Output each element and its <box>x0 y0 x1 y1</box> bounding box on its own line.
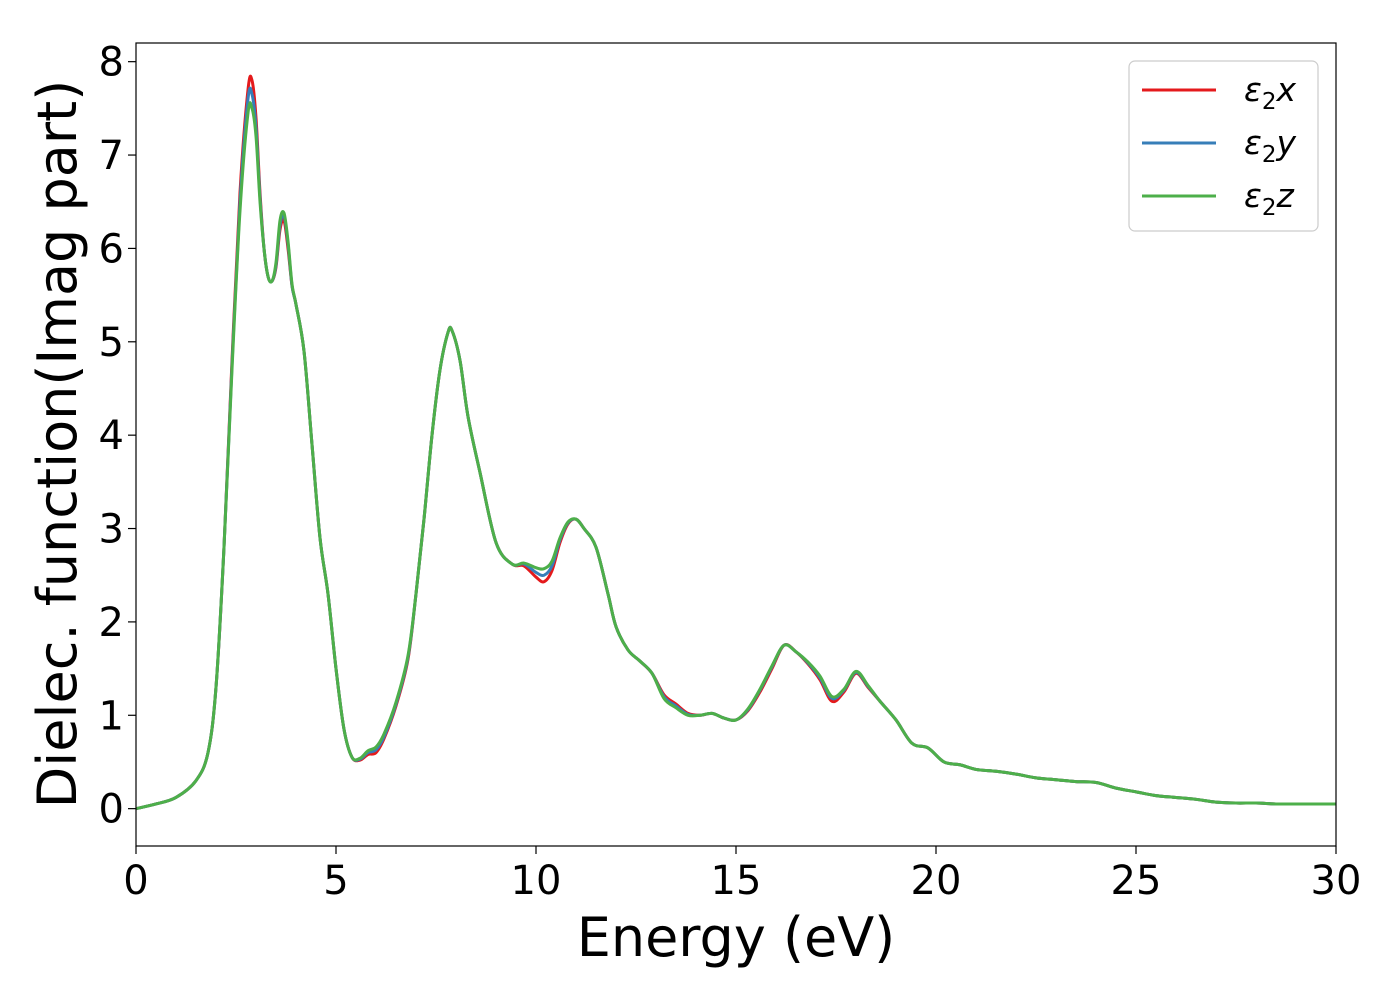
legend-symbol: ε <box>1244 70 1262 109</box>
y-tick-label: 2 <box>99 600 124 646</box>
y-tick-label: 8 <box>99 40 124 86</box>
series-line-z <box>136 101 1336 811</box>
y-tick-label: 0 <box>99 787 124 833</box>
legend-symbol: ε <box>1244 176 1262 215</box>
y-tick-label: 6 <box>99 226 124 272</box>
y-tick-label: 4 <box>99 413 124 459</box>
legend-axis: y <box>1275 123 1296 162</box>
y-tick-label: 7 <box>99 133 124 179</box>
y-tick-label: 5 <box>99 320 124 366</box>
series-layer <box>136 74 1336 811</box>
x-tick-label: 0 <box>123 858 148 904</box>
y-tick-label: 1 <box>99 693 124 739</box>
x-tick-label: 25 <box>1111 858 1162 904</box>
legend-axis: x <box>1275 70 1296 109</box>
legend-label-x: ε2x <box>1244 70 1296 115</box>
x-tick-label: 20 <box>911 858 962 904</box>
legend-label-y: ε2y <box>1244 123 1296 168</box>
legend-subscript: 2 <box>1262 195 1277 221</box>
legend-box <box>1128 60 1319 232</box>
y-axis-ticks: 0 1 2 3 4 5 6 7 8 <box>99 40 136 833</box>
legend-subscript: 2 <box>1262 89 1277 115</box>
y-tick-label: 3 <box>99 507 124 553</box>
x-axis-ticks: 0 5 10 15 20 25 30 <box>123 846 1361 904</box>
x-tick-label: 10 <box>511 858 562 904</box>
legend-label-z: ε2z <box>1244 176 1294 221</box>
x-axis-label: Energy (eV) <box>577 906 896 969</box>
x-tick-label: 15 <box>711 858 762 904</box>
y-axis-label: Dielec. function(Imag part) <box>26 80 89 809</box>
x-tick-label: 30 <box>1311 858 1362 904</box>
legend-axis: z <box>1275 176 1294 215</box>
legend-subscript: 2 <box>1262 142 1277 168</box>
legend-symbol: ε <box>1244 123 1262 162</box>
x-tick-label: 5 <box>323 858 348 904</box>
